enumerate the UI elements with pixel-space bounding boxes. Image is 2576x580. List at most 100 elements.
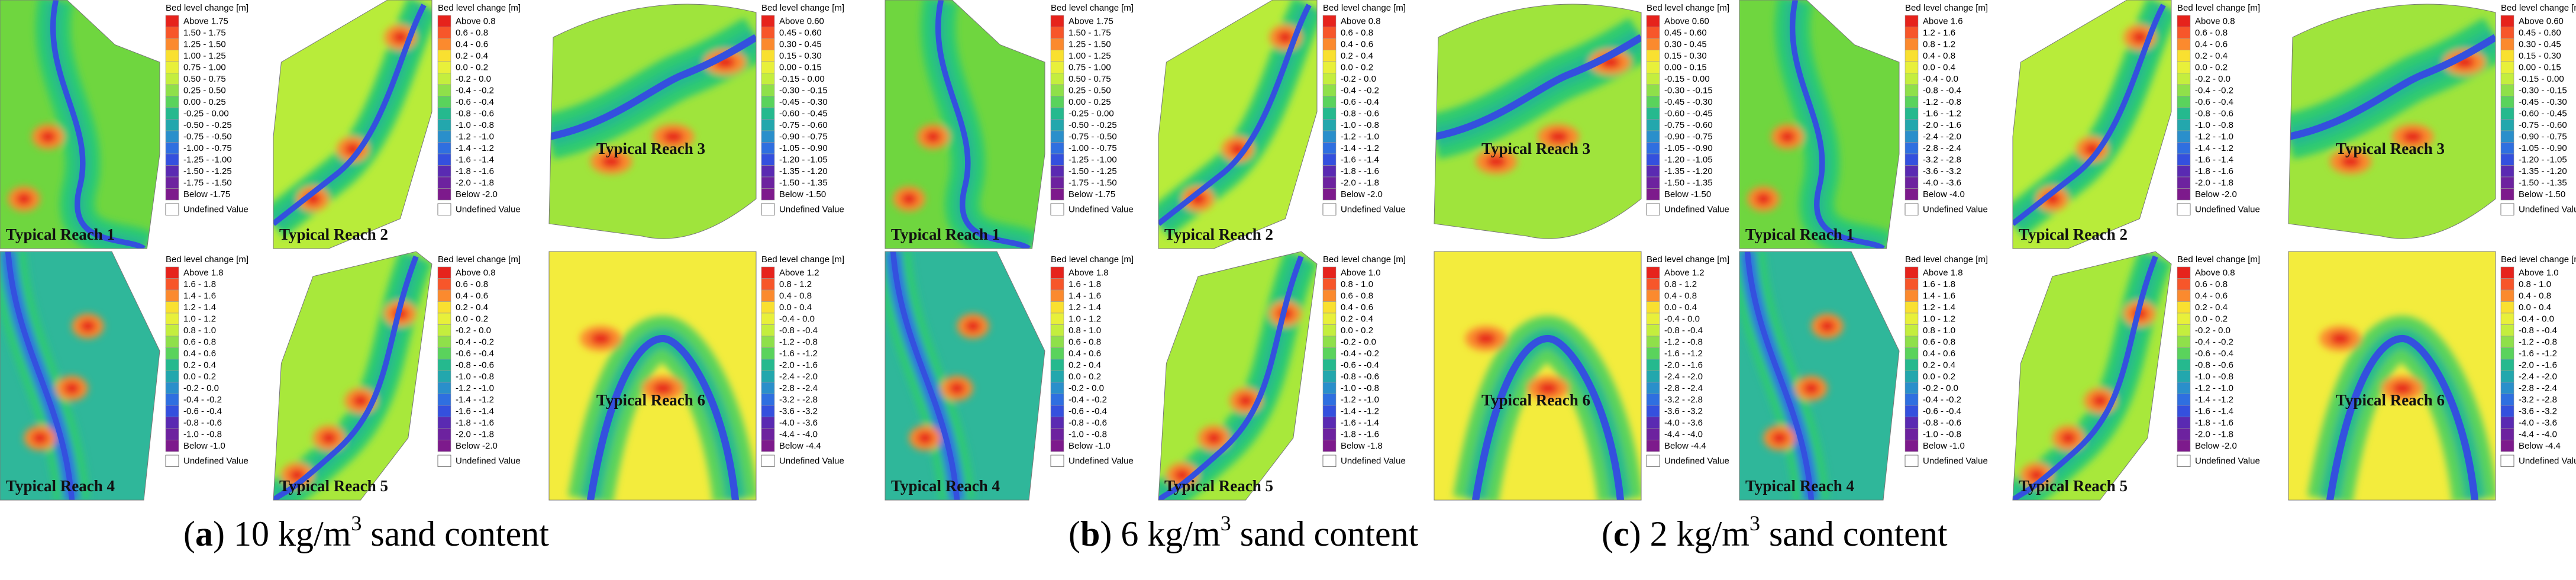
colorbar-label: -2.8 - -2.4	[1664, 384, 1703, 394]
colorbar-label: 0.6 - 0.8	[456, 279, 488, 289]
colorbar-swatch	[761, 188, 775, 201]
colorbar-swatch	[437, 394, 451, 406]
colorbar-label: -0.4 - 0.0	[1923, 74, 1958, 84]
colorbar-swatch	[1646, 96, 1660, 108]
colorbar-swatch	[1322, 266, 1337, 279]
colorbar-swatch	[2177, 347, 2191, 360]
colorbar-swatch	[437, 312, 451, 325]
colorbar-label: 0.2 - 0.4	[2195, 51, 2228, 61]
colorbar-swatch	[1050, 73, 1064, 85]
colorbar-swatch	[761, 382, 775, 394]
colorbar-swatch	[1646, 289, 1660, 302]
colorbar-swatch	[165, 107, 179, 120]
colorbar-swatch	[1050, 61, 1064, 73]
colorbar-label: Above 0.60	[1664, 17, 1709, 27]
colorbar-label: -0.8 - -0.6	[2195, 109, 2233, 119]
colorbar-swatch	[1646, 165, 1660, 178]
colorbar-swatch	[1050, 107, 1064, 120]
channel-line	[1158, 4, 1312, 226]
colorbar-swatch	[2500, 50, 2514, 62]
caption-b-letter: b	[1080, 514, 1100, 553]
channel-line	[1158, 255, 1304, 500]
colorbar-swatch	[1904, 15, 1919, 27]
colorbar-label: -0.25 - 0.00	[183, 109, 229, 119]
colorbar-label: -4.4 - -4.0	[1664, 430, 1703, 440]
colorbar-swatch	[2500, 142, 2514, 154]
colorbar-label: -0.15 - 0.00	[2519, 74, 2564, 84]
colorbar-swatch	[1646, 324, 1660, 337]
colorbar-swatch	[2500, 165, 2514, 178]
colorbar-swatch	[165, 176, 179, 189]
colorbar-swatch	[165, 324, 179, 337]
colorbar-label: 1.25 - 1.50	[1069, 40, 1111, 50]
reach-label: Typical Reach 5	[279, 477, 388, 495]
colorbar-swatch	[2177, 382, 2191, 394]
colorbar-swatch	[437, 417, 451, 429]
colorbar-swatch	[165, 336, 179, 348]
colorbar-swatch	[1050, 130, 1064, 143]
colorbar-swatch	[165, 405, 179, 417]
colorbar-swatch	[2177, 266, 2191, 279]
colorbar-swatch	[2177, 359, 2191, 371]
colorbar-label: -2.0 - -1.6	[1923, 120, 1961, 130]
colorbar-swatch	[437, 405, 451, 417]
colorbar-label: 0.2 - 0.4	[183, 360, 216, 370]
colorbar-swatch	[2177, 405, 2191, 417]
colorbar-label: 0.2 - 0.4	[2195, 302, 2228, 312]
colorbar-label: -1.20 - -1.05	[1664, 155, 1713, 165]
colorbar-label: -2.0 - -1.8	[2195, 430, 2233, 440]
colorbar-swatch	[2177, 370, 2191, 383]
reach-1-b: Typical Reach 1 Bed level change [m] Above…	[885, 0, 1134, 249]
colorbar-label: 0.2 - 0.4	[1069, 360, 1101, 370]
colorbar-label: -4.0 - -3.6	[779, 418, 818, 428]
colorbar-label: Above 1.6	[1923, 17, 1963, 27]
colorbar-label: Above 1.2	[1664, 268, 1705, 278]
colorbar-swatch	[1646, 142, 1660, 154]
colorbar-swatch	[1050, 176, 1064, 189]
map-outline	[885, 0, 1045, 249]
reach-3-b: Typical Reach 3 Bed level change [m] Above…	[1434, 3, 1729, 239]
colorbar-label: 0.00 - 0.15	[1664, 63, 1707, 73]
colorbar-label: 0.0 - 0.2	[183, 372, 216, 382]
colorbar-label: Above 0.60	[779, 17, 824, 27]
colorbar-swatch	[1904, 382, 1919, 394]
reach-label: Typical Reach 6	[1481, 391, 1590, 409]
colorbar-swatch	[761, 38, 775, 50]
reach-map	[2013, 252, 2171, 500]
colorbar-swatch	[1050, 38, 1064, 50]
colorbar-swatch	[1904, 50, 1919, 62]
reach-label: Typical Reach 4	[6, 477, 115, 495]
undefined-swatch	[2177, 203, 2191, 215]
colorbar-label: Above 0.8	[456, 17, 496, 27]
colorbar-label: -1.50 - -1.35	[779, 178, 828, 188]
colorbar-label: Below -1.0	[1069, 441, 1111, 451]
reach-map	[549, 4, 756, 239]
map-outline	[273, 0, 432, 249]
colorbar-swatch	[437, 359, 451, 371]
colorbar-swatch	[1646, 382, 1660, 394]
colorbar-swatch	[2500, 176, 2514, 189]
colorbar-label: 0.50 - 0.75	[1069, 74, 1111, 84]
colorbar-label: -1.6 - -1.4	[456, 155, 494, 165]
colorbar-label: 1.4 - 1.6	[1069, 291, 1101, 301]
undefined-label: Undefined Value	[1923, 205, 1988, 215]
panel-b: Typical Reach 1 Bed level change [m] Above…	[885, 0, 1729, 501]
channel-line	[1434, 34, 1641, 141]
map-outline	[1434, 4, 1642, 239]
colorbar-swatch	[1050, 84, 1064, 96]
colorbar-label: -0.6 - -0.4	[456, 97, 494, 107]
colorbar-label: 0.6 - 0.8	[1923, 337, 1955, 347]
channel-line	[273, 255, 419, 500]
colorbar-label: 1.4 - 1.6	[183, 291, 216, 301]
colorbar-swatch	[1646, 153, 1660, 166]
reach-map	[1434, 252, 1641, 500]
colorbar-swatch	[1322, 312, 1337, 325]
colorbar-swatch	[1050, 188, 1064, 201]
colorbar-label: -1.00 - -0.75	[1069, 143, 1117, 153]
colorbar-swatch	[1322, 38, 1337, 50]
colorbar-label: -1.50 - -1.35	[2519, 178, 2567, 188]
colorbar-label: -1.0 - -0.8	[456, 120, 494, 130]
reach-label: Typical Reach 3	[596, 140, 705, 157]
colorbar-swatch	[761, 324, 775, 337]
colorbar-swatch	[1050, 96, 1064, 108]
